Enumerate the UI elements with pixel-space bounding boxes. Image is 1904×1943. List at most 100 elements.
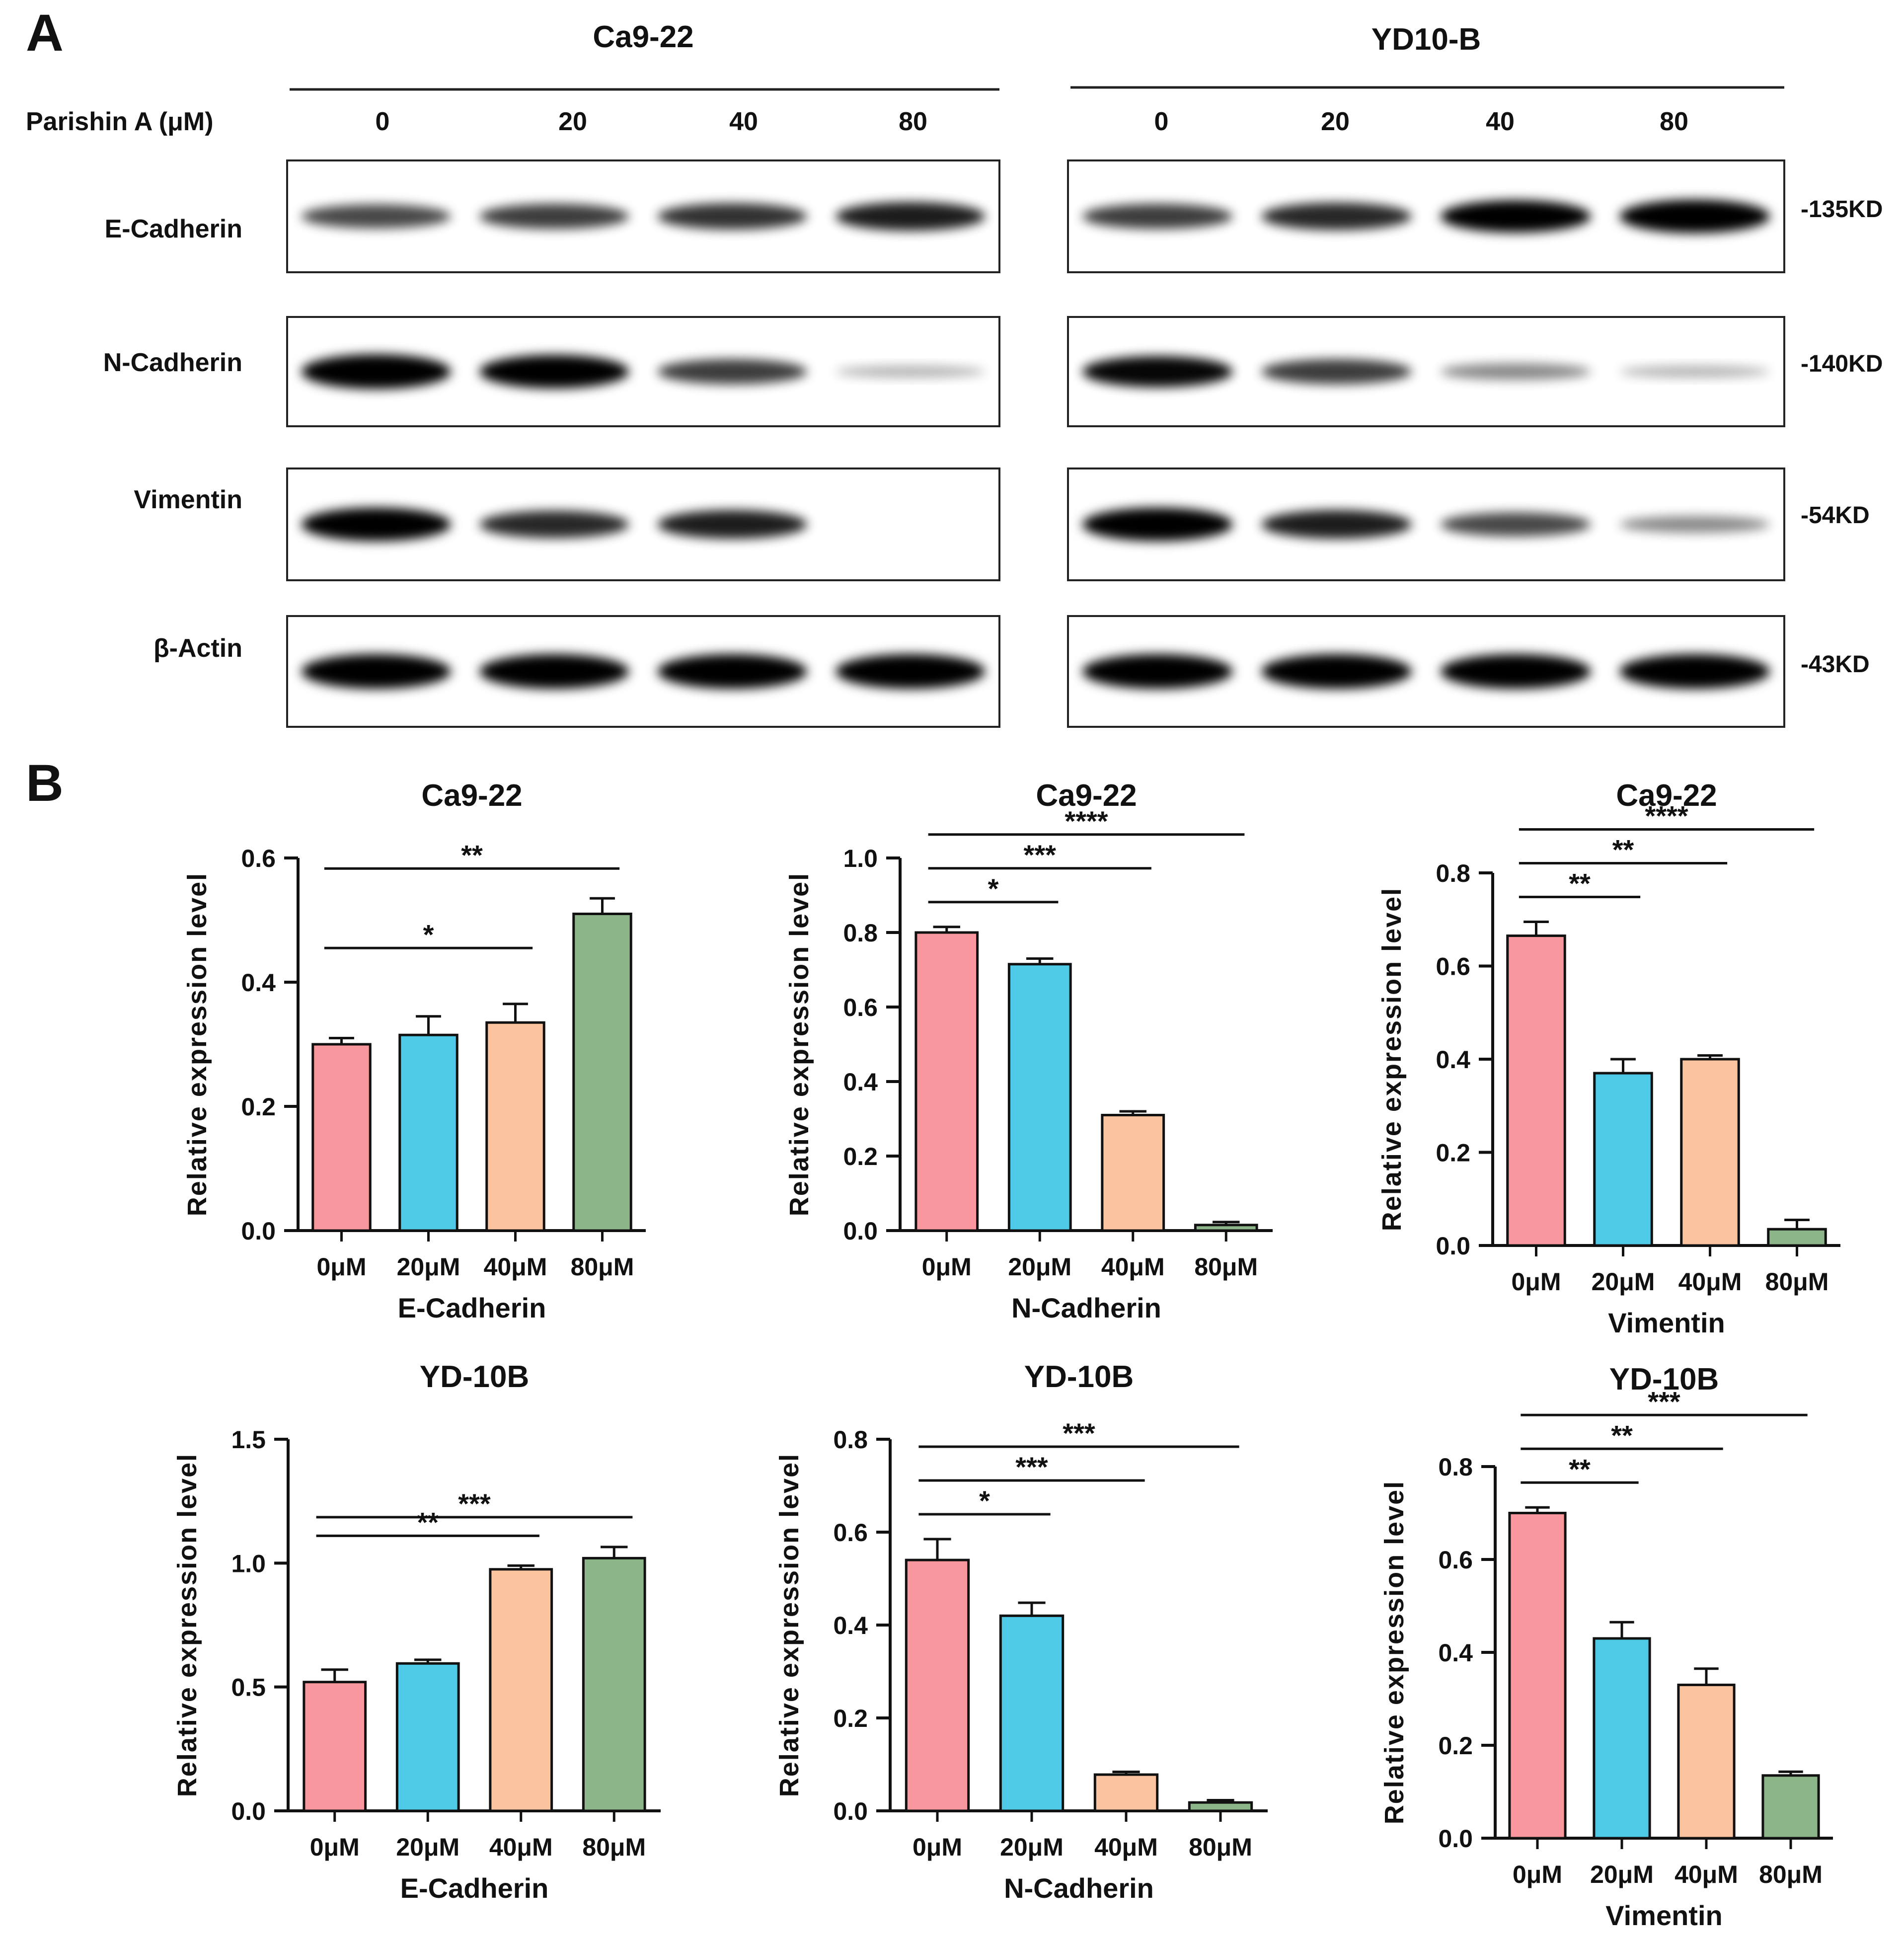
protein-band <box>301 507 451 542</box>
y-axis-label: Relative expression level <box>1377 887 1407 1231</box>
dose-label: 0 <box>376 107 390 136</box>
x-axis-label: E-Cadherin <box>400 1872 549 1904</box>
significance-marker: ** <box>1611 1419 1633 1451</box>
protein-label: β-Actin <box>153 634 242 663</box>
y-tick-label: 0.5 <box>231 1674 266 1702</box>
y-tick-label: 0.0 <box>1436 1232 1470 1260</box>
treatment-label: Parishin A (μM) <box>26 107 214 136</box>
molecular-weight-label: -54KD <box>1801 502 1870 529</box>
protein-band <box>1440 363 1591 380</box>
y-tick-label: 0.2 <box>1436 1139 1470 1167</box>
chart-title: YD-10B <box>1024 1360 1134 1394</box>
x-tick-label: 40μM <box>489 1833 553 1861</box>
y-tick-label: 0.6 <box>241 845 276 872</box>
protein-band <box>1619 516 1770 533</box>
bar-chart-6: YD-10B 0.0 0.2 0.4 0.6 0.8 Relative expression… <box>1379 1362 1833 1931</box>
bar <box>1508 1512 1567 1840</box>
protein-band <box>1082 356 1233 388</box>
bar <box>1761 1774 1820 1840</box>
significance-marker: **** <box>1065 805 1108 837</box>
protein-band <box>479 654 629 689</box>
protein-band <box>1082 507 1233 542</box>
significance-marker: *** <box>458 1488 491 1519</box>
x-tick-label: 40μM <box>1094 1833 1158 1861</box>
x-tick-label: 0μM <box>922 1253 972 1281</box>
y-axis-label: Relative expression level <box>1379 1480 1409 1824</box>
protein-band <box>657 203 807 230</box>
y-tick-label: 0.6 <box>1438 1546 1473 1574</box>
significance-marker: ** <box>1569 1453 1591 1484</box>
chart-title: YD-10B <box>420 1360 530 1394</box>
protein-band <box>1619 654 1770 689</box>
protein-label: E-Cadherin <box>105 215 242 243</box>
dose-label: 80 <box>899 107 927 136</box>
x-axis-label: Vimentin <box>1605 1900 1722 1931</box>
x-tick-label: 0μM <box>1511 1268 1561 1296</box>
x-tick-label: 80μM <box>571 1253 634 1281</box>
significance-marker: ** <box>417 1506 439 1538</box>
chart-title: Ca9-22 <box>1036 778 1137 813</box>
y-tick-label: 0.8 <box>843 919 878 947</box>
protein-band <box>1261 654 1412 689</box>
bar <box>1593 1072 1653 1247</box>
y-tick-label: 0.4 <box>833 1612 868 1639</box>
dose-label: 0 <box>1154 107 1169 136</box>
panel-b-label: B <box>26 754 64 812</box>
panel-b-bar-charts: B Ca9-22 0.0 0.2 0.4 0.6 Relative expression … <box>26 754 1840 1931</box>
molecular-weight-label: -135KD <box>1801 196 1883 223</box>
y-tick-label: 0.0 <box>833 1797 868 1825</box>
bar <box>1593 1637 1651 1840</box>
x-tick-label: 40μM <box>1678 1268 1742 1296</box>
panel-a-label: A <box>26 4 64 62</box>
bar <box>489 1568 553 1812</box>
significance-marker: *** <box>1648 1386 1680 1417</box>
dose-label: 80 <box>1660 107 1688 136</box>
y-tick-label: 0.0 <box>231 1797 266 1825</box>
x-axis-label: Vimentin <box>1608 1307 1725 1338</box>
y-tick-label: 0.2 <box>241 1093 276 1121</box>
y-tick-label: 0.8 <box>1438 1453 1473 1481</box>
x-tick-label: 20μM <box>397 1253 460 1281</box>
bar <box>1680 1058 1740 1247</box>
protein-label: Vimentin <box>134 485 242 514</box>
x-tick-label: 40μM <box>1101 1253 1165 1281</box>
x-tick-label: 80μM <box>1189 1833 1252 1861</box>
y-tick-label: 1.5 <box>231 1426 266 1454</box>
y-tick-label: 0.6 <box>843 994 878 1021</box>
protein-band <box>836 654 986 689</box>
x-tick-label: 80μM <box>582 1833 646 1861</box>
protein-band <box>836 365 986 378</box>
y-tick-label: 0.8 <box>1436 859 1470 887</box>
x-tick-label: 20μM <box>1592 1268 1655 1296</box>
protein-band <box>301 354 451 389</box>
protein-band <box>301 654 451 689</box>
x-axis-label: N-Cadherin <box>1004 1872 1154 1904</box>
bar <box>1194 1224 1258 1232</box>
bar <box>1767 1228 1827 1247</box>
y-tick-label: 0.0 <box>843 1217 878 1245</box>
x-tick-label: 0μM <box>310 1833 360 1861</box>
protein-band <box>657 359 807 385</box>
bar <box>905 1558 970 1812</box>
bar-chart-1: Ca9-22 0.0 0.2 0.4 0.6 Relative expression le… <box>182 778 646 1323</box>
significance-marker: *** <box>1024 839 1057 870</box>
dose-label: 40 <box>1486 107 1515 136</box>
protein-band <box>1619 365 1770 378</box>
protein-band <box>1440 200 1591 233</box>
significance-marker: *** <box>1063 1417 1095 1449</box>
y-axis-label: Relative expression level <box>774 1453 804 1797</box>
bar <box>398 1033 458 1232</box>
protein-band <box>1261 510 1412 539</box>
x-tick-label: 80μM <box>1759 1861 1823 1888</box>
significance-marker: ** <box>1569 867 1591 899</box>
y-tick-label: 0.0 <box>1438 1825 1473 1853</box>
y-tick-label: 0.4 <box>843 1068 878 1096</box>
bar <box>1007 963 1072 1232</box>
protein-band <box>479 510 629 539</box>
bar-chart-4: YD-10B 0.0 0.5 1.0 1.5 Relative expression le… <box>172 1360 661 1904</box>
significance-marker: * <box>423 919 434 950</box>
protein-band <box>1619 199 1770 233</box>
bar <box>485 1021 545 1232</box>
bar <box>1677 1683 1736 1840</box>
protein-band <box>1440 512 1591 537</box>
